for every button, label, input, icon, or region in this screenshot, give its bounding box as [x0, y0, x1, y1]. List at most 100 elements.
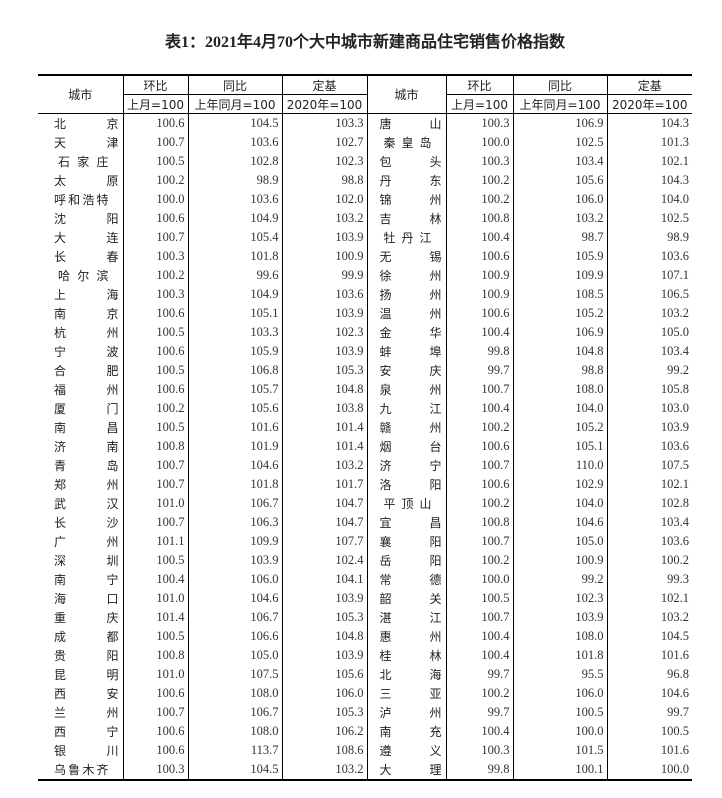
- city-label: 厦门: [54, 402, 119, 416]
- city-name: 金华: [366, 323, 446, 342]
- base-value: 107.7: [281, 532, 367, 551]
- city-name: 合肥: [38, 361, 123, 380]
- mom-value: 100.6: [445, 304, 513, 323]
- yoy-value: 102.9: [512, 475, 607, 494]
- city-name: 岳阳: [366, 551, 446, 570]
- table-row: 济南 100.8 101.9 101.4 烟台 100.6 105.1 103.6: [38, 437, 692, 456]
- header-base: 定基: [606, 75, 692, 95]
- base-value: 100.2: [606, 551, 692, 570]
- mom-value: 100.0: [445, 570, 513, 589]
- base-value: 102.4: [281, 551, 367, 570]
- yoy-value: 108.0: [187, 684, 282, 703]
- city-label: 韶关: [379, 592, 442, 606]
- mom-value: 100.2: [445, 684, 513, 703]
- yoy-value: 106.0: [187, 570, 282, 589]
- base-value: 102.7: [281, 133, 367, 152]
- base-value: 103.3: [281, 113, 367, 133]
- table-row: 深圳 100.5 103.9 102.4 岳阳 100.2 100.9 100.2: [38, 551, 692, 570]
- city-label: 三亚: [379, 687, 442, 701]
- city-name: 北海: [366, 665, 446, 684]
- table-row: 兰州 100.7 106.7 105.3 泸州 99.7 100.5 99.7: [38, 703, 692, 722]
- city-label: 广州: [54, 535, 119, 549]
- mom-value: 100.3: [122, 285, 188, 304]
- mom-value: 100.2: [122, 399, 188, 418]
- city-name: 厦门: [38, 399, 123, 418]
- price-index-table: 城市 环比 同比 定基 城市 环比 同比 定基 上月=100 上年同月=100 …: [38, 74, 692, 781]
- city-name: 济南: [38, 437, 123, 456]
- base-value: 101.4: [281, 418, 367, 437]
- base-value: 103.9: [281, 342, 367, 361]
- mom-value: 99.7: [445, 665, 513, 684]
- yoy-value: 104.6: [512, 513, 607, 532]
- mom-value: 100.6: [122, 380, 188, 399]
- city-label: 西宁: [54, 725, 119, 739]
- city-label: 上海: [54, 288, 119, 302]
- yoy-value: 105.6: [512, 171, 607, 190]
- yoy-value: 108.5: [512, 285, 607, 304]
- yoy-value: 101.5: [512, 741, 607, 760]
- mom-value: 101.0: [122, 665, 188, 684]
- city-name: 银川: [38, 741, 123, 760]
- base-value: 103.9: [281, 646, 367, 665]
- mom-value: 100.6: [122, 722, 188, 741]
- city-label: 吉林: [379, 212, 442, 226]
- mom-value: 100.6: [445, 475, 513, 494]
- city-label: 宁波: [54, 345, 119, 359]
- base-value: 102.1: [606, 589, 692, 608]
- yoy-value: 102.8: [187, 152, 282, 171]
- mom-value: 100.9: [445, 285, 513, 304]
- base-value: 102.3: [281, 152, 367, 171]
- yoy-value: 106.7: [187, 608, 282, 627]
- table-title: 表1：2021年4月70个大中城市新建商品住宅销售价格指数: [164, 34, 565, 51]
- yoy-value: 106.0: [512, 684, 607, 703]
- mom-value: 99.7: [445, 361, 513, 380]
- yoy-value: 105.6: [187, 399, 282, 418]
- table-row: 杭州 100.5 103.3 102.3 金华 100.4 106.9 105.0: [38, 323, 692, 342]
- city-name: 包头: [366, 152, 446, 171]
- header-yoy-sub: 上年同月=100: [187, 94, 282, 114]
- city-name: 南京: [38, 304, 123, 323]
- mom-value: 100.8: [445, 209, 513, 228]
- yoy-value: 106.9: [512, 113, 607, 133]
- city-name: 沈阳: [38, 209, 123, 228]
- city-label: 赣州: [379, 421, 442, 435]
- city-name: 南宁: [38, 570, 123, 589]
- base-value: 107.1: [606, 266, 692, 285]
- table-row: 重庆 101.4 106.7 105.3 湛江 100.7 103.9 103.2: [38, 608, 692, 627]
- city-name: 郑州: [38, 475, 123, 494]
- city-label: 大理: [379, 763, 442, 777]
- yoy-value: 108.0: [187, 722, 282, 741]
- city-name: 呼和浩特: [38, 190, 123, 209]
- base-value: 100.0: [606, 760, 692, 780]
- base-value: 106.0: [281, 684, 367, 703]
- city-name: 烟台: [366, 437, 446, 456]
- yoy-value: 113.7: [187, 741, 282, 760]
- city-name: 遵义: [366, 741, 446, 760]
- base-value: 103.4: [606, 513, 692, 532]
- base-value: 103.6: [606, 532, 692, 551]
- city-label: 蚌埠: [379, 345, 442, 359]
- mom-value: 100.4: [445, 627, 513, 646]
- yoy-value: 99.2: [512, 570, 607, 589]
- base-value: 101.6: [606, 741, 692, 760]
- city-label: 福州: [54, 383, 119, 397]
- base-value: 98.9: [606, 228, 692, 247]
- city-name: 泸州: [366, 703, 446, 722]
- table-row: 大连 100.7 105.4 103.9 牡丹江 100.4 98.7 98.9: [38, 228, 692, 247]
- mom-value: 100.5: [122, 418, 188, 437]
- yoy-value: 101.8: [512, 646, 607, 665]
- mom-value: 100.5: [122, 323, 188, 342]
- table-row: 武汉 101.0 106.7 104.7 平顶山 100.2 104.0 102.8: [38, 494, 692, 513]
- city-name: 武汉: [38, 494, 123, 513]
- base-value: 99.7: [606, 703, 692, 722]
- city-name: 赣州: [366, 418, 446, 437]
- base-value: 107.5: [606, 456, 692, 475]
- table-row: 上海 100.3 104.9 103.6 扬州 100.9 108.5 106.5: [38, 285, 692, 304]
- city-label: 青岛: [54, 459, 119, 473]
- mom-value: 100.7: [122, 228, 188, 247]
- header-mom: 环比: [445, 75, 513, 95]
- base-value: 100.5: [606, 722, 692, 741]
- city-name: 长沙: [38, 513, 123, 532]
- base-value: 103.2: [606, 304, 692, 323]
- city-name: 北京: [38, 114, 123, 134]
